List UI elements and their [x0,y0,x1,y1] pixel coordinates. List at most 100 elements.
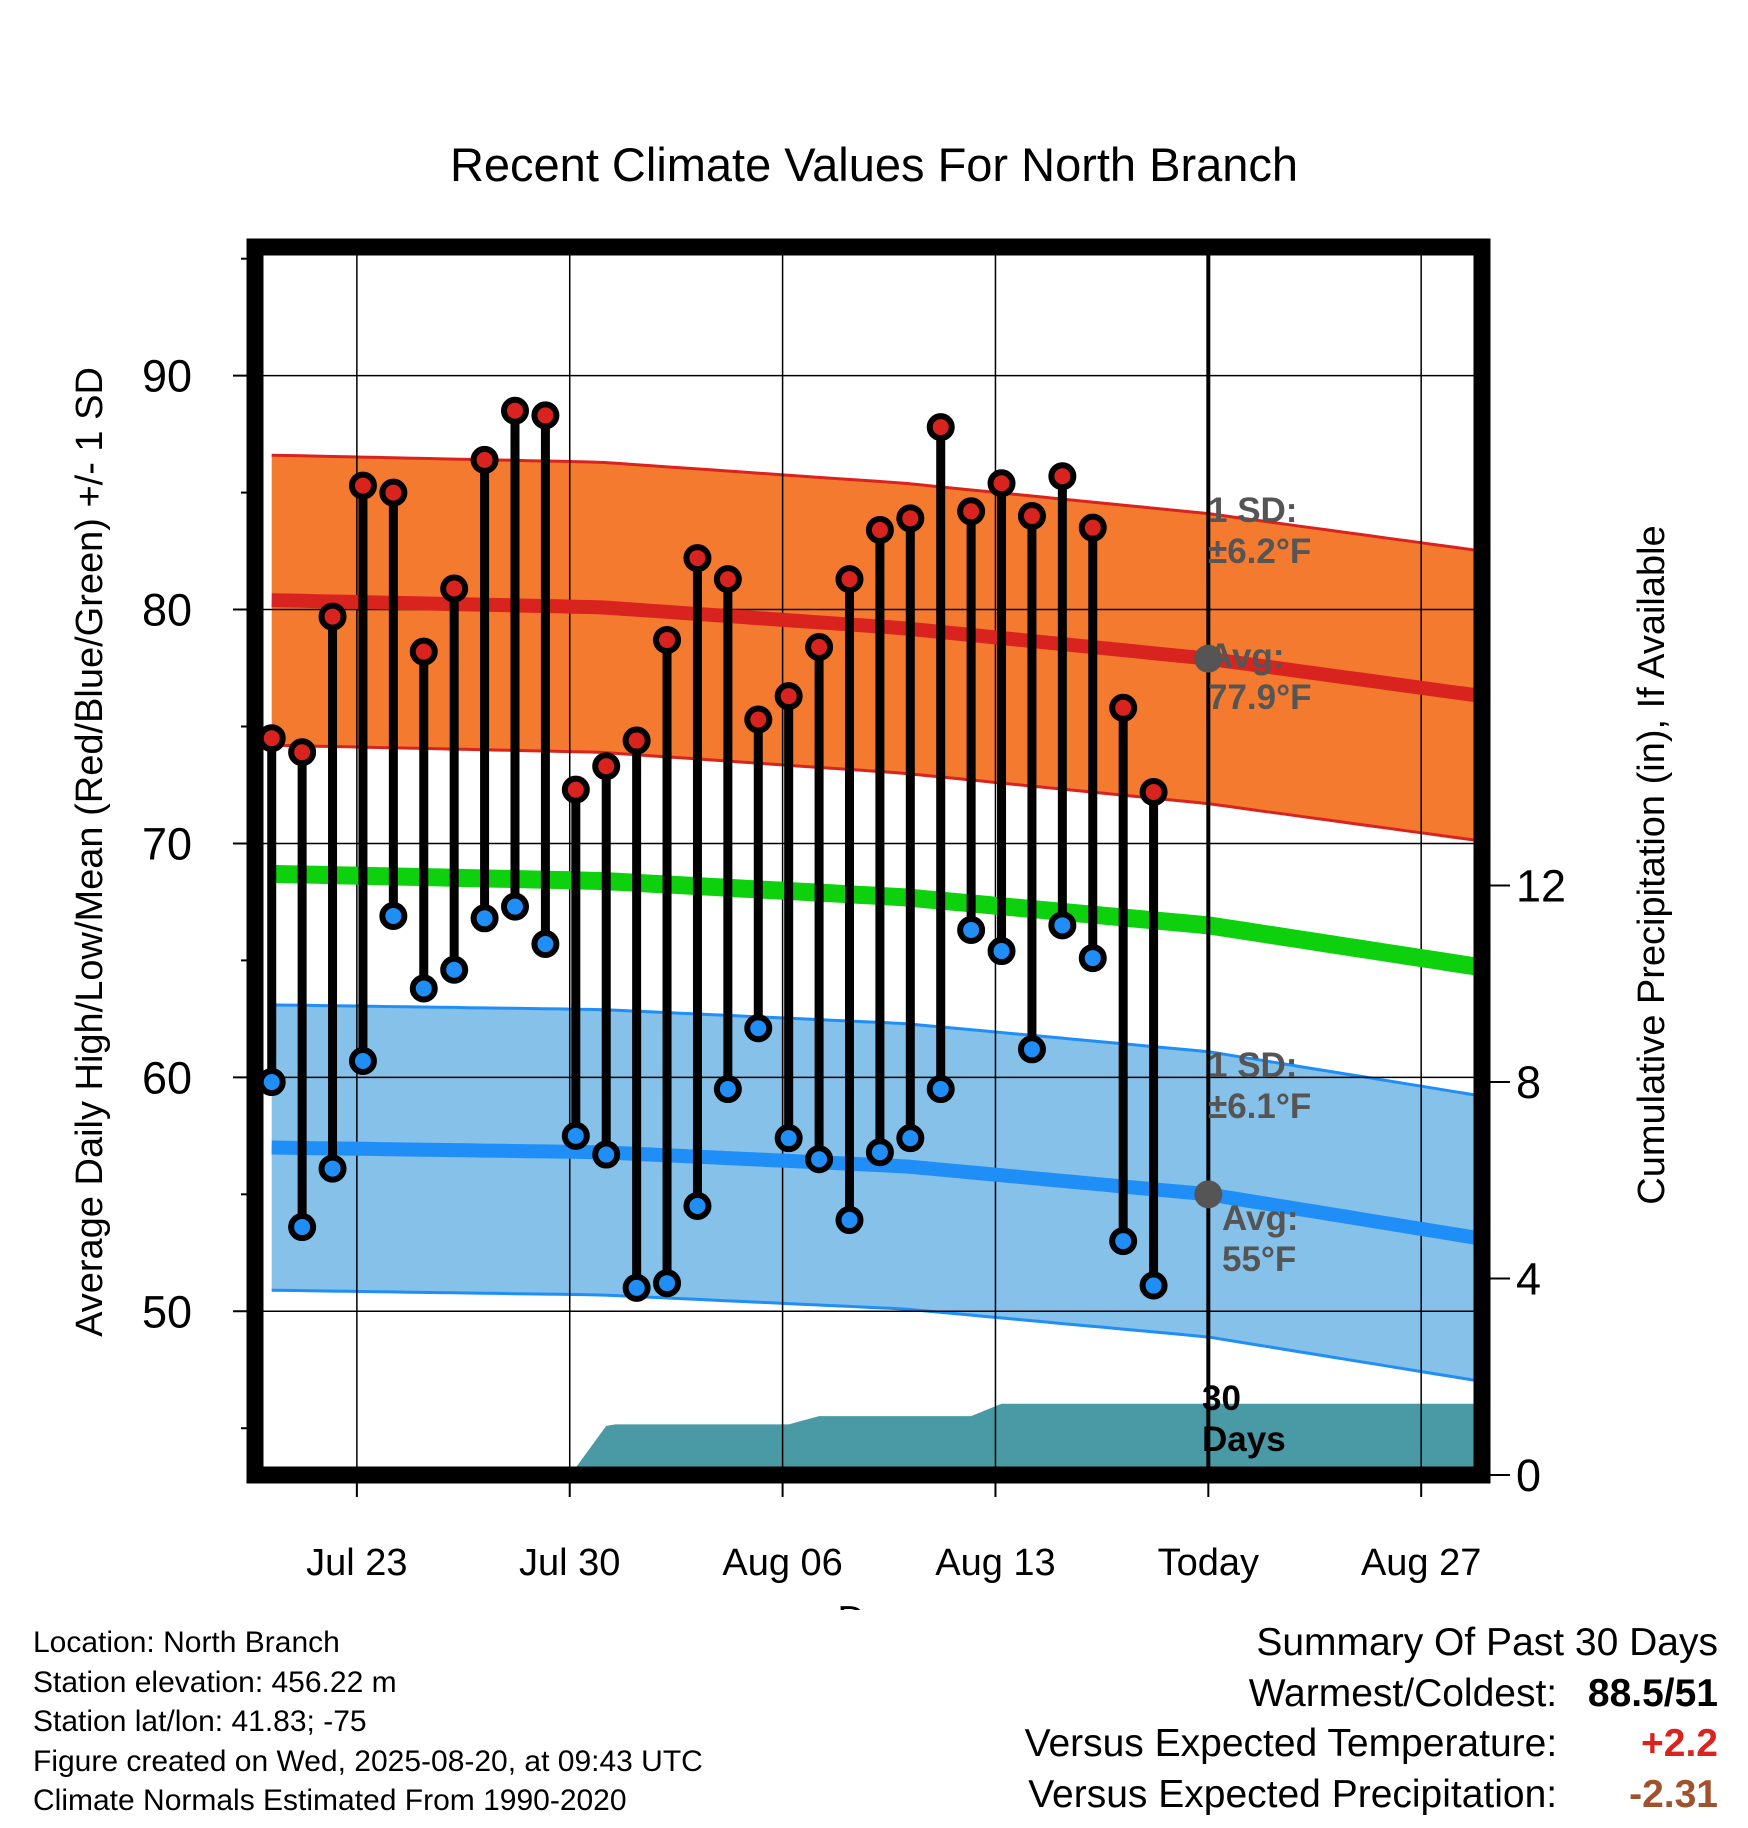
daily-low-point [683,1192,712,1221]
daily-high-point [896,504,925,533]
days-annotation: 30 [1202,1379,1241,1418]
low-sd-annotation: ±6.1°F [1208,1087,1311,1126]
summary-temp-row: Versus Expected Temperature: +2.2 [1025,1719,1718,1770]
daily-low-point [774,1124,803,1153]
daily-low-point [653,1269,682,1298]
daily-low-point [622,1273,651,1302]
station-info: Location: North Branch Station elevation… [33,1623,703,1821]
elevation-text: Station elevation: 456.22 m [33,1665,397,1699]
y-tick-label: 80 [142,585,192,636]
daily-high-point [744,705,773,734]
daily-high-point [257,724,286,753]
daily-high-point [1078,513,1107,542]
x-tick-label: Jul 30 [519,1542,620,1584]
daily-high-point [470,445,499,474]
precip-area [271,1403,1482,1475]
daily-low-point [1017,1035,1046,1064]
x-axis-label: Day [837,1599,907,1610]
y2-tick-label: 8 [1516,1057,1541,1108]
latlon-text: Station lat/lon: 41.83; -75 [33,1705,367,1738]
daily-low-point [896,1124,925,1153]
temp-value: +2.2 [1641,1722,1718,1765]
daily-low-point [379,901,408,930]
daily-high-point [926,413,955,442]
x-tick-label: Jul 23 [306,1542,407,1584]
climate-chart: Recent Climate Values For North Branch 1… [69,138,1673,1610]
days-annotation: Days [1202,1420,1286,1459]
y2-tick-label: 0 [1516,1450,1541,1501]
daily-high-point [1139,777,1168,806]
y-tick-label: 50 [142,1286,192,1337]
summary-panel: Summary Of Past 30 Days Warmest/Coldest:… [1025,1618,1718,1820]
daily-low-point [440,955,469,984]
y-tick-label: 90 [142,351,192,402]
daily-high-point [288,738,317,767]
summary-title: Summary Of Past 30 Days [1256,1621,1718,1664]
daily-low-point [1139,1271,1168,1300]
y-axis-label: Average Daily High/Low/Mean (Red/Blue/Gr… [69,367,111,1337]
x-tick-label: Aug 06 [722,1542,842,1584]
daily-low-point [744,1014,773,1043]
axes: 50 60 70 80 90 0 4 8 12 Jul 23 Jul 30 Aug 06 Aug 13 T… [142,238,1566,1584]
y2-axis-label: Cumulative Precipitation (in), If Availa… [1631,525,1673,1204]
daily-high-point [1109,693,1138,722]
location-text: Location: North Branch [33,1626,340,1659]
daily-low-point [592,1140,621,1169]
daily-high-point [987,469,1016,498]
daily-high-point [592,752,621,781]
daily-high-point [1048,462,1077,491]
low-sd-annotation: 1 SD: [1208,1046,1297,1085]
daily-high-point [865,516,894,545]
daily-low-point [926,1075,955,1104]
precip-value: -2.31 [1629,1772,1718,1816]
daily-high-point [440,574,469,603]
y-tick-label: 60 [142,1052,192,1103]
summary-warmest-row: Warmest/Coldest: 88.5/51 [1025,1669,1718,1720]
low-avg-annotation: 55°F [1222,1240,1296,1279]
daily-high-point [622,726,651,755]
today-low-marker [1194,1180,1223,1209]
daily-high-point [653,625,682,654]
warmest-label: Warmest/Coldest: [1248,1671,1558,1715]
chart-title: Recent Climate Values For North Branch [450,138,1298,191]
high-sd-annotation: 1 SD: [1208,491,1297,530]
daily-high-point [713,565,742,594]
high-avg-annotation: Avg: [1208,637,1284,676]
daily-low-point [288,1213,317,1242]
daily-high-point [379,478,408,507]
daily-low-point [713,1075,742,1104]
daily-low-point [531,930,560,959]
y2-tick-label: 12 [1516,861,1566,912]
daily-high-point [835,565,864,594]
temp-label: Versus Expected Temperature: [1024,1722,1558,1765]
daily-low-point [1078,944,1107,973]
daily-low-point [987,937,1016,966]
x-tick-label: Today [1158,1542,1259,1584]
low-avg-annotation: Avg: [1222,1199,1298,1238]
daily-low-point [318,1154,347,1183]
summary-precip-row: Versus Expected Precipitation: -2.31 [1025,1770,1718,1821]
daily-low-point [805,1145,834,1174]
daily-low-point [865,1138,894,1167]
daily-low-point [470,904,499,933]
daily-high-point [318,602,347,631]
daily-high-point [561,775,590,804]
daily-high-point [348,471,377,500]
normals-text: Climate Normals Estimated From 1990-2020 [33,1784,627,1817]
warmest-value: 88.5/51 [1587,1671,1718,1715]
daily-low-point [957,916,986,945]
daily-high-point [531,401,560,430]
daily-high-point [500,396,529,425]
daily-high-point [805,632,834,661]
daily-high-point [683,544,712,573]
daily-low-point [1109,1227,1138,1256]
daily-low-point [500,892,529,921]
daily-high-point [1017,501,1046,530]
y2-tick-label: 4 [1516,1254,1541,1305]
precip-label: Versus Expected Precipitation: [1028,1772,1558,1816]
daily-low-point [1048,911,1077,940]
daily-high-point [774,682,803,711]
daily-low-point [348,1046,377,1075]
